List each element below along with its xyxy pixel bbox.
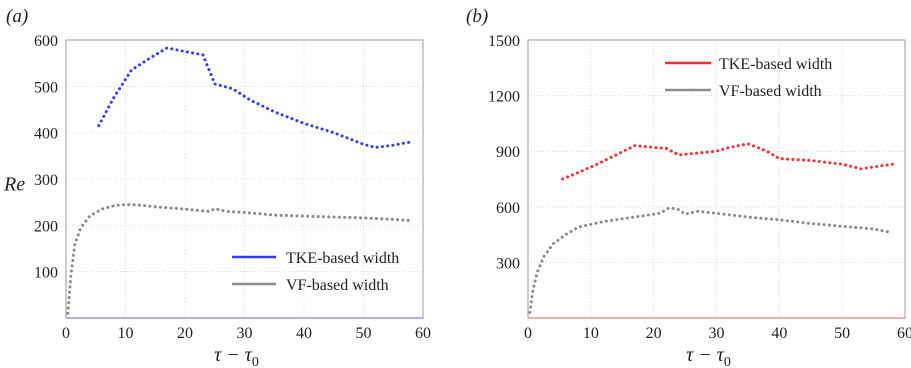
x-tick-label: 60	[415, 325, 431, 342]
series-line-tke	[561, 142, 894, 181]
y-tick-label: 1500	[488, 33, 520, 50]
x-tick-label: 40	[296, 325, 312, 342]
y-tick-label: 100	[34, 265, 58, 282]
x-axis-label: τ − τ0	[214, 344, 259, 368]
x-tick-label: 40	[771, 325, 787, 342]
x-tick-label: 10	[583, 325, 599, 342]
x-axis-label-subscript: 0	[252, 355, 259, 368]
y-tick-label: 900	[496, 144, 520, 161]
x-axis-label-subscript: 0	[724, 355, 731, 368]
x-tick-label: 0	[62, 325, 70, 342]
x-axis-label: τ − τ0	[686, 344, 731, 368]
legend-label-tke: TKE-based width	[286, 250, 399, 267]
x-tick-label: 20	[646, 325, 662, 342]
x-axis-label-main: τ − τ	[686, 344, 725, 366]
x-axis-label-main: τ − τ	[214, 344, 253, 366]
x-tick-label: 0	[524, 325, 532, 342]
y-axis-label: Re	[3, 174, 25, 196]
series-line-vf	[528, 206, 894, 314]
y-tick-label: 300	[34, 172, 58, 189]
y-tick-label: 200	[34, 218, 58, 235]
y-tick-label: 600	[496, 200, 520, 217]
legend-label-tke: TKE-based width	[719, 56, 832, 73]
y-tick-label: 300	[496, 255, 520, 272]
y-tick-label: 1200	[488, 89, 520, 106]
x-tick-label: 30	[709, 325, 725, 342]
y-tick-label: 500	[34, 79, 58, 96]
panel-label: (b)	[466, 6, 488, 27]
panel-label: (a)	[6, 6, 28, 27]
x-tick-label: 60	[897, 325, 911, 342]
x-tick-label: 30	[237, 325, 253, 342]
series-line-tke	[97, 46, 413, 150]
x-tick-label: 50	[356, 325, 372, 342]
y-tick-label: 600	[34, 33, 58, 50]
legend-label-vf: VF-based width	[286, 277, 389, 294]
legend-label-vf: VF-based width	[719, 83, 822, 100]
x-tick-label: 20	[177, 325, 193, 342]
x-tick-label: 10	[118, 325, 134, 342]
x-tick-label: 50	[834, 325, 850, 342]
y-tick-label: 400	[34, 126, 58, 143]
series-line-vf	[66, 202, 413, 315]
